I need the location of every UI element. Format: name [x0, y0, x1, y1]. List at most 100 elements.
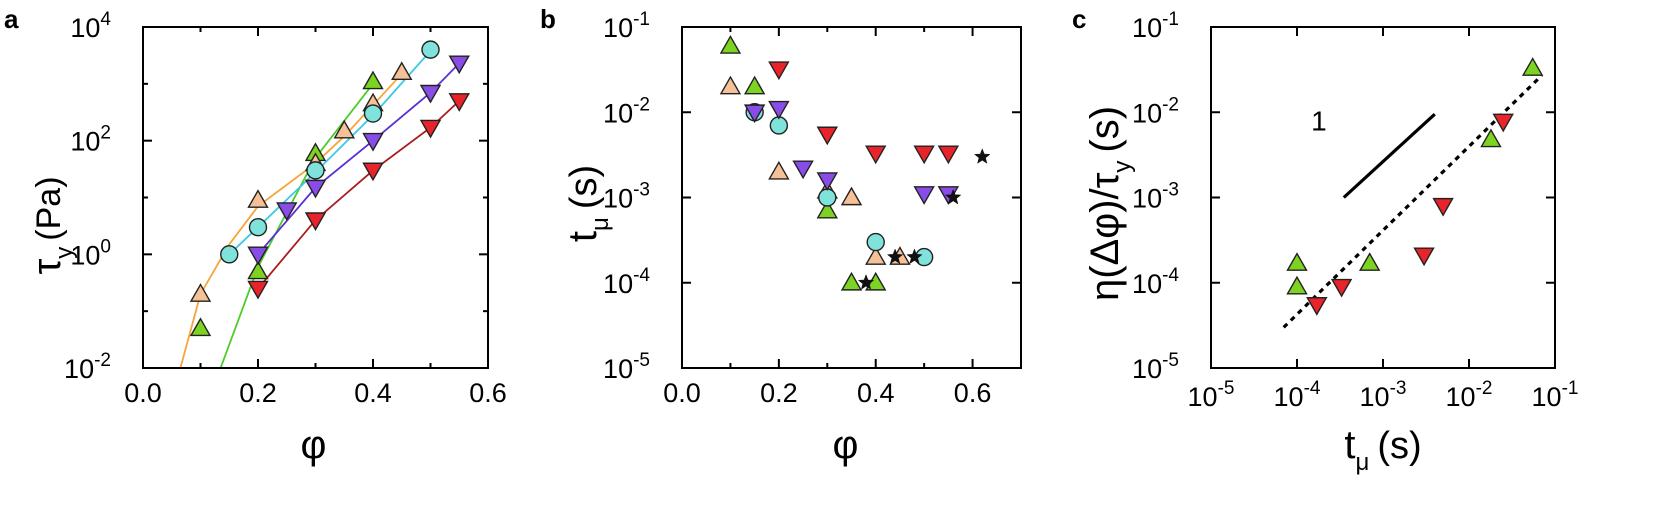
data-point-cyan — [421, 40, 440, 59]
panel-letter: c — [1072, 4, 1086, 34]
data-point-star — [857, 274, 875, 290]
x-axis-title-unit: (s) — [1377, 425, 1421, 467]
data-point-cyan — [248, 218, 268, 237]
y-tick-label-base: 10 — [70, 13, 100, 43]
x-tick-label: 0.4 — [857, 378, 895, 408]
y-tick-label-base: 10 — [603, 98, 633, 128]
x-tick-label: 0.4 — [354, 378, 392, 408]
y-tick-label: 10-3 — [1132, 180, 1179, 214]
data-point-purple — [362, 132, 384, 152]
y-tick-label-base: 10 — [1132, 354, 1162, 384]
x-axis-title: φ — [833, 423, 859, 467]
x-tick-label: 0.0 — [124, 378, 162, 408]
x-tick-label: 10-4 — [1274, 378, 1321, 412]
y-tick-label-exp: -5 — [633, 350, 650, 371]
x-tick-label: 10-3 — [1360, 378, 1407, 412]
series-group — [719, 35, 991, 291]
y-tick-label-exp: 0 — [100, 236, 111, 257]
y-tick-label-exp: -2 — [1162, 94, 1179, 115]
y-tick-label: 10-5 — [1132, 350, 1179, 384]
data-point-cyan — [220, 245, 239, 264]
data-point-green — [189, 317, 212, 337]
data-point-red — [1330, 278, 1353, 298]
data-point-star — [906, 248, 923, 265]
data-point-purple — [913, 186, 935, 205]
y-tick-label: 10-5 — [603, 350, 650, 384]
data-point-cyan — [363, 104, 383, 123]
x-tick-label-base: 10 — [1360, 382, 1390, 412]
y-tick-label-exp: -4 — [633, 265, 650, 286]
y-tick-label: 10-3 — [603, 180, 650, 214]
data-point-red — [865, 145, 887, 165]
y-axis-title-sub: y — [51, 247, 78, 259]
data-point-tan — [719, 75, 742, 95]
data-point-green — [1358, 252, 1381, 271]
y-tick-label-exp: -3 — [1162, 180, 1179, 201]
y-tick-label-base: 10 — [603, 13, 633, 43]
data-point-tan — [189, 283, 212, 302]
data-point-red — [1306, 297, 1328, 316]
data-point-red — [247, 280, 269, 300]
data-point-tan — [391, 61, 413, 81]
y-tick-label: 10-1 — [1132, 9, 1179, 43]
y-tick-label-exp: 4 — [100, 9, 111, 30]
y-tick-label-base: 10 — [70, 127, 100, 157]
data-point-green — [1521, 57, 1544, 76]
data-point-green — [362, 70, 384, 90]
y-axis-title-sub: y — [1109, 161, 1136, 173]
data-point-purple — [304, 179, 327, 199]
y-tick-label-exp: -5 — [1162, 350, 1179, 371]
x-tick-label-exp: -2 — [1476, 378, 1493, 399]
x-tick-label: 10-2 — [1446, 378, 1493, 412]
data-point-tan — [865, 246, 887, 265]
y-tick-label-exp: -2 — [633, 94, 650, 115]
data-point-red — [937, 145, 960, 165]
data-point-purple — [247, 246, 269, 266]
y-tick-label-exp: -3 — [633, 180, 650, 201]
x-tick-label-base: 10 — [1532, 382, 1562, 412]
x-axis-title-main: t — [1344, 423, 1355, 467]
data-point-red — [768, 61, 790, 81]
x-tick-label-base: 10 — [1274, 382, 1304, 412]
data-point-green — [816, 199, 838, 219]
y-tick-label-base: 10 — [1132, 184, 1162, 214]
y-tick-label-base: 10 — [1132, 98, 1162, 128]
x-axis-title-sub: μ — [1355, 449, 1369, 476]
data-point-purple — [816, 172, 838, 192]
y-tick-label: 10-4 — [603, 265, 650, 299]
x-tick-label-base: 10 — [1188, 382, 1218, 412]
data-point-red — [1432, 197, 1454, 217]
x-tick-label-base: 10 — [1446, 382, 1476, 412]
y-tick-label-exp: 2 — [100, 123, 111, 144]
plot-frame — [1210, 26, 1556, 369]
x-tick-label: 10-1 — [1532, 378, 1579, 412]
data-point-purple — [743, 104, 766, 124]
x-tick-label-exp: -4 — [1304, 378, 1321, 399]
y-tick-label: 10-1 — [603, 9, 650, 43]
x-tick-label: 0.6 — [469, 378, 507, 408]
data-point-green — [247, 260, 269, 280]
data-point-tan — [333, 119, 355, 139]
y-tick-label: 10-4 — [1132, 265, 1179, 299]
data-point-tan — [840, 186, 863, 206]
x-axis-title: φ — [301, 423, 327, 467]
y-tick-label: 104 — [70, 9, 111, 43]
y-tick-label-base: 10 — [64, 354, 94, 384]
x-tick-label: 0.6 — [954, 378, 992, 408]
data-point-star — [944, 188, 962, 205]
data-point-green — [1286, 275, 1308, 295]
y-tick-label: 102 — [70, 123, 111, 157]
y-tick-label-base: 10 — [603, 354, 633, 384]
y-tick-label-base: 10 — [70, 240, 100, 270]
data-point-red — [816, 126, 838, 146]
x-tick-label: 0.2 — [239, 378, 277, 408]
y-axis-title-unit: (Pa) — [30, 176, 68, 240]
y-axis-title-unit: (s) — [563, 165, 605, 209]
x-tick-label-exp: -3 — [1390, 378, 1407, 399]
data-point-green — [840, 271, 863, 291]
data-point-red — [448, 93, 470, 112]
y-tick-label: 100 — [70, 236, 111, 270]
x-tick-label: 10-5 — [1188, 378, 1235, 412]
data-point-purple — [448, 55, 470, 75]
